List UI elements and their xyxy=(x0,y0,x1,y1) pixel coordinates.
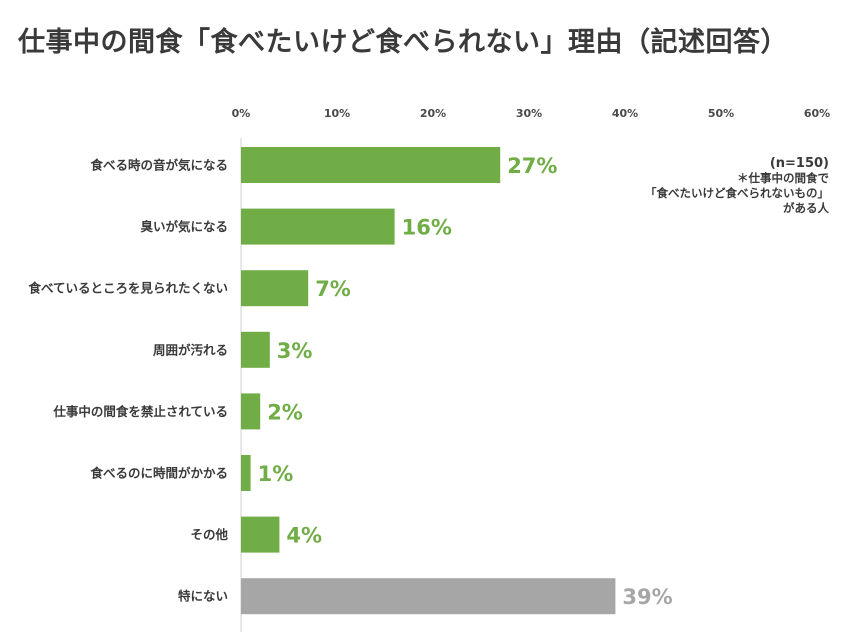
category-label: 食べるのに時間がかかる xyxy=(89,466,228,481)
note-line-2: 「食べたいけど食べられないもの」 xyxy=(645,186,829,200)
bar xyxy=(241,208,395,245)
value-label: 4% xyxy=(286,524,322,548)
category-label: 食べているところを見られたくない xyxy=(27,281,228,296)
note-line-3: がある人 xyxy=(783,201,829,215)
value-label: 39% xyxy=(622,585,672,609)
bar xyxy=(241,578,616,615)
value-label: 3% xyxy=(277,339,313,363)
category-label: 臭いが気になる xyxy=(140,219,228,234)
x-axis-ticks: 0% 10% 20% 30% 40% 50% 60% xyxy=(232,107,831,120)
bars-group: 食べる時の音が気になる 27% 臭いが気になる 16% 食べているところを見られたくない… xyxy=(27,147,673,615)
category-label: 食べる時の音が気になる xyxy=(89,158,228,173)
bar xyxy=(241,147,501,183)
category-label: その他 xyxy=(190,527,228,542)
x-tick-label: 50% xyxy=(708,107,734,120)
x-tick-label: 20% xyxy=(420,107,446,120)
bar xyxy=(241,270,309,307)
category-label: 周囲が汚れる xyxy=(153,342,228,357)
annotation-note: (n=150) ＊仕事中の間食で 「食べたいけど食べられないもの」 がある人 xyxy=(645,156,829,216)
value-label: 7% xyxy=(315,277,351,301)
bar xyxy=(241,455,251,491)
chart-title: 仕事中の間食「食べたいけど食べられない」理由（記述回答） xyxy=(18,27,788,58)
value-label: 2% xyxy=(267,400,303,424)
note-line-1: ＊仕事中の間食で xyxy=(737,171,829,185)
bar xyxy=(241,516,280,553)
value-label: 1% xyxy=(258,462,294,486)
bar xyxy=(241,393,261,430)
x-tick-label: 60% xyxy=(804,107,830,120)
sample-size: (n=150) xyxy=(769,156,829,171)
x-tick-label: 40% xyxy=(612,107,638,120)
category-label: 特にない xyxy=(178,589,228,604)
value-label: 27% xyxy=(507,154,557,178)
x-tick-label: 0% xyxy=(232,107,251,120)
x-tick-label: 30% xyxy=(516,107,542,120)
category-label: 仕事中の間食を禁止されている xyxy=(52,404,228,419)
value-label: 16% xyxy=(402,216,452,240)
x-tick-label: 10% xyxy=(324,107,350,120)
bar xyxy=(241,331,270,368)
